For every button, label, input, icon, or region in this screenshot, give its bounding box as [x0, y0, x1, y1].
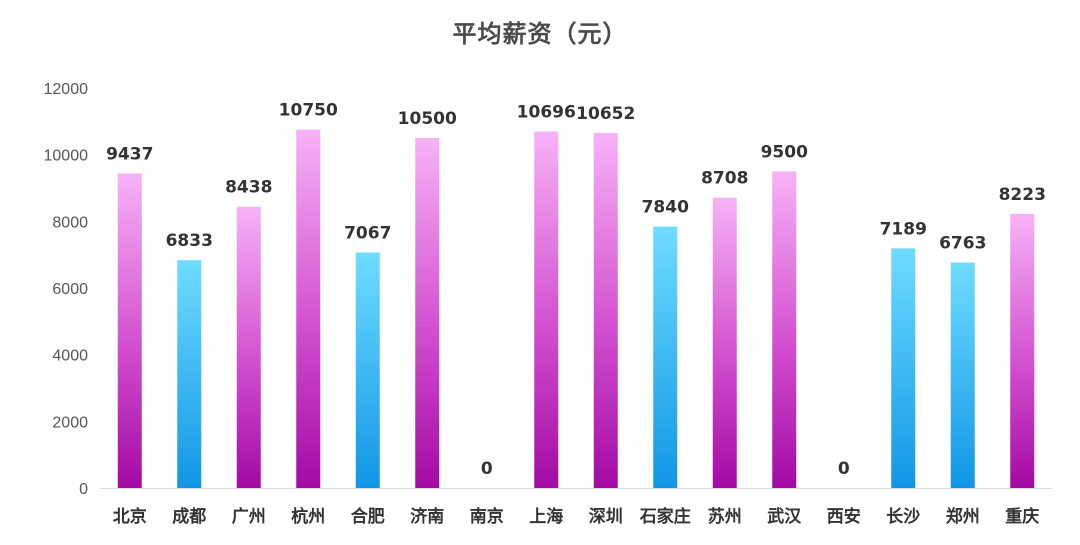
- data-label: 10696: [517, 102, 576, 122]
- bar: [712, 197, 737, 488]
- bar: [355, 252, 380, 488]
- data-label: 7189: [880, 219, 927, 239]
- data-label: 7840: [642, 198, 689, 218]
- x-tick-label: 郑州: [946, 506, 980, 527]
- y-axis: 0 2000 4000 6000 8000 10000 12000: [44, 81, 89, 498]
- bar: [653, 226, 678, 488]
- x-tick-label: 北京: [113, 506, 147, 527]
- x-tick-label: 合肥: [351, 506, 385, 527]
- data-label: 10750: [279, 101, 338, 121]
- x-tick-label: 深圳: [589, 506, 623, 527]
- bars: [117, 129, 1035, 489]
- bar: [177, 260, 202, 488]
- bar: [117, 173, 142, 488]
- data-label: 8223: [999, 185, 1046, 205]
- x-tick-label: 杭州: [291, 506, 325, 527]
- data-label: 7067: [344, 223, 391, 243]
- y-tick-label: 0: [79, 481, 88, 498]
- x-tick-label: 重庆: [1005, 506, 1039, 527]
- x-tick-label: 西安: [827, 506, 861, 527]
- x-tick-label: 上海: [529, 506, 563, 527]
- bar: [296, 129, 321, 488]
- x-tick-label: 苏州: [708, 506, 742, 527]
- x-tick-label: 武汉: [767, 506, 802, 527]
- bar: [772, 171, 797, 489]
- data-label: 9500: [761, 142, 808, 162]
- data-label: 9437: [106, 144, 153, 164]
- data-label: 8708: [701, 169, 748, 189]
- bar: [534, 131, 559, 488]
- data-label: 10652: [576, 104, 635, 124]
- bar: [236, 206, 261, 488]
- x-axis: 北京 成都 广州 杭州 合肥 济南 南京 上海 深圳 石家庄 苏州 武汉 西安 长沙 郑州 重庆: [100, 488, 1052, 527]
- data-label: 6763: [939, 234, 986, 254]
- data-label: 8438: [225, 178, 272, 198]
- y-tick-label: 4000: [52, 348, 88, 365]
- x-tick-label: 长沙: [886, 506, 920, 527]
- data-label: 10500: [398, 109, 457, 129]
- data-label: 6833: [166, 231, 213, 251]
- y-tick-label: 8000: [52, 214, 88, 231]
- bar: [415, 138, 440, 488]
- x-tick-label: 南京: [470, 506, 504, 527]
- y-tick-label: 6000: [52, 281, 88, 298]
- y-tick-label: 2000: [52, 414, 88, 431]
- chart-title: 平均薪资（元）: [452, 20, 628, 48]
- x-tick-label: 成都: [172, 506, 206, 527]
- y-tick-label: 10000: [44, 148, 89, 165]
- bar: [950, 262, 975, 488]
- y-tick-label: 12000: [44, 81, 89, 98]
- x-tick-label: 济南: [410, 506, 444, 527]
- x-tick-label: 石家庄: [639, 506, 691, 527]
- bar: [891, 248, 916, 488]
- x-tick-label: 广州: [232, 506, 266, 527]
- bar: [593, 132, 618, 488]
- bar: [1010, 213, 1035, 488]
- data-label: 0: [838, 459, 850, 479]
- data-label: 0: [481, 459, 493, 479]
- data-labels: 9437 6833 8438 10750 7067 10500 0 10696 10652 784…: [106, 101, 1046, 479]
